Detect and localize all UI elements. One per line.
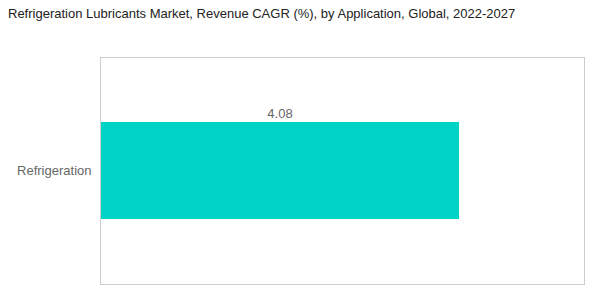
svg-text:Refrigeration: Refrigeration <box>17 163 91 178</box>
html-text:Refrigeration Lubricants Marke: Refrigeration Lubricants Market, Revenue… <box>8 6 516 21</box>
svg-text:4.08: 4.08 <box>267 106 292 121</box>
